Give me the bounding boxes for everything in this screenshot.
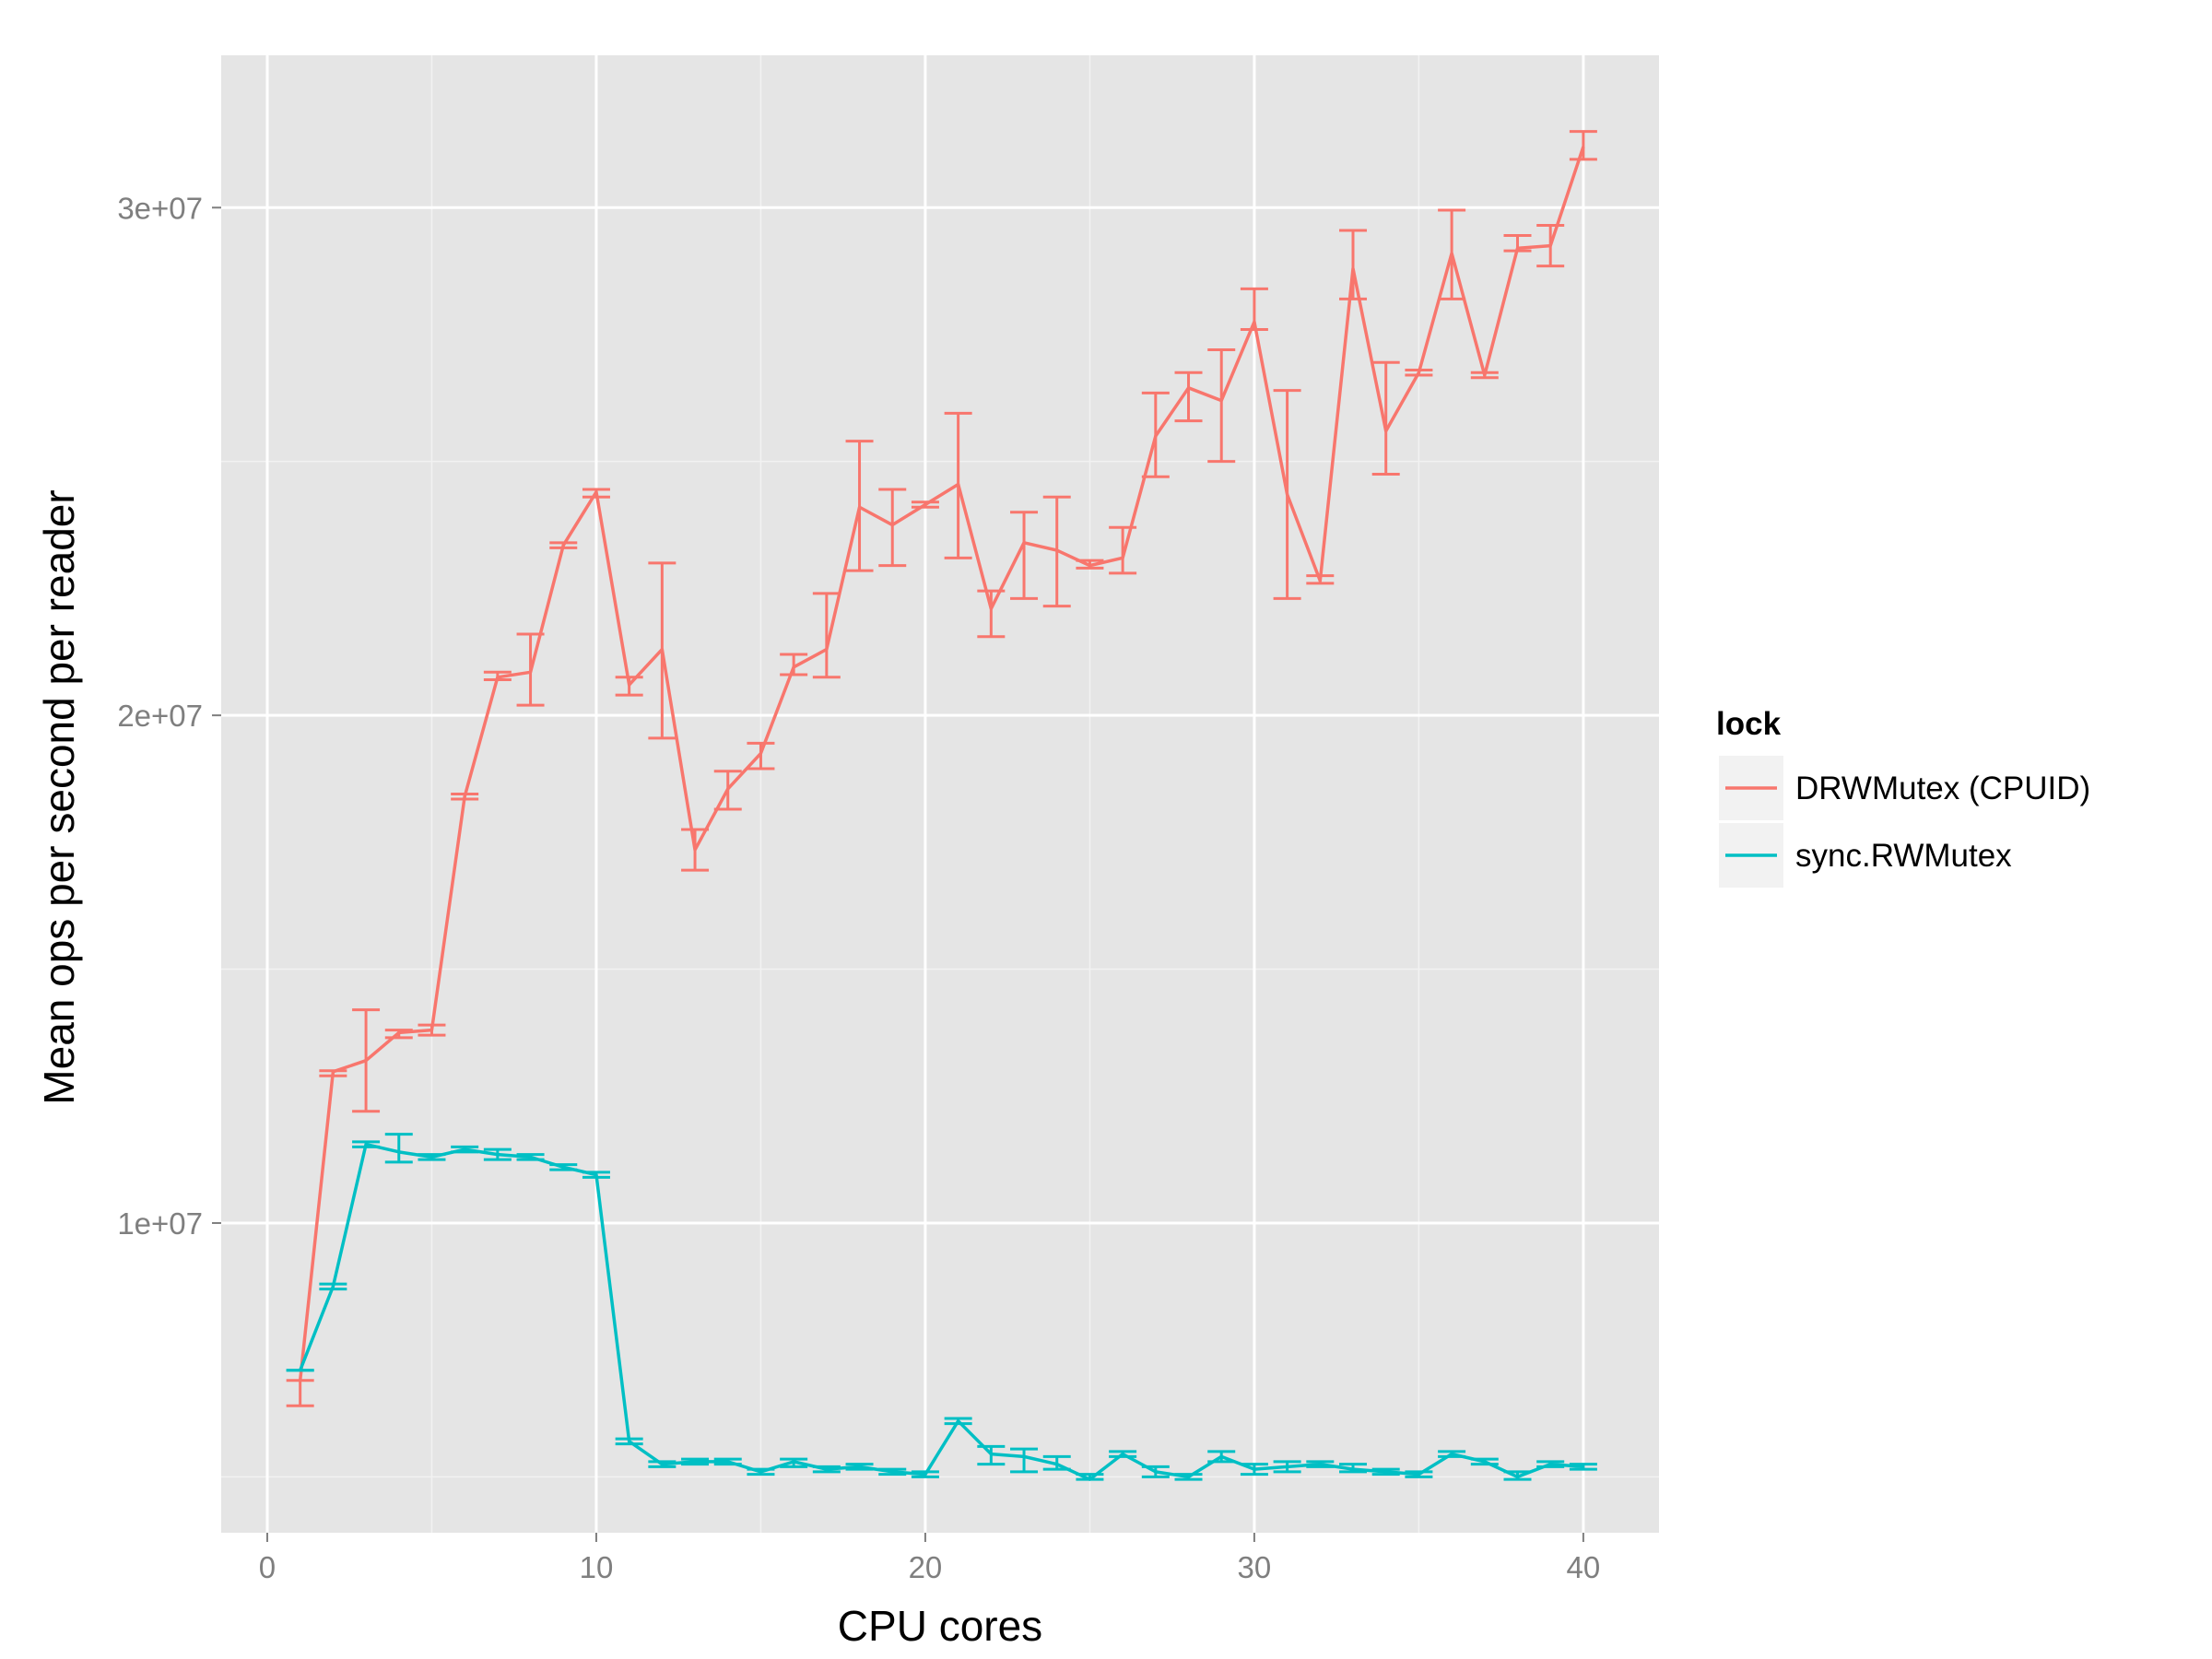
x-tick-label: 20	[909, 1550, 943, 1584]
series-0	[286, 130, 1597, 1407]
legend-item-sync-rwmutex: sync.RWMutex	[1719, 823, 2012, 888]
x-tick-label: 40	[1567, 1550, 1601, 1584]
x-axis-title: CPU cores	[838, 1602, 1042, 1650]
plot-panel	[221, 55, 1659, 1533]
x-tick-labels: 0 10 20 30 40	[259, 1550, 1600, 1584]
series-line-1	[299, 1142, 1584, 1481]
legend-label-drwmutex: DRWMutex (CPUID)	[1795, 771, 2090, 806]
x-tick-label: 10	[580, 1550, 614, 1584]
legend-label-sync-rwmutex: sync.RWMutex	[1795, 838, 2012, 874]
minor-grid	[221, 55, 1659, 1533]
x-tick-label: 30	[1238, 1550, 1272, 1584]
x-tick-label: 0	[259, 1550, 276, 1584]
y-tick-label: 2e+07	[117, 699, 203, 733]
legend-item-drwmutex: DRWMutex (CPUID)	[1719, 756, 2090, 820]
series-line-0	[298, 146, 1585, 1381]
y-tick-label: 1e+07	[117, 1206, 203, 1241]
legend: lock DRWMutex (CPUID) sync.RWMutex	[1716, 706, 2090, 888]
axis-ticks	[212, 206, 1584, 1542]
series-layer	[286, 130, 1597, 1481]
y-axis-title: Mean ops per second per reader	[35, 489, 83, 1104]
y-tick-labels: 1e+07 2e+07 3e+07	[117, 191, 203, 1241]
legend-title: lock	[1716, 706, 1782, 742]
y-tick-label: 3e+07	[117, 191, 203, 225]
series-1	[286, 1133, 1597, 1481]
